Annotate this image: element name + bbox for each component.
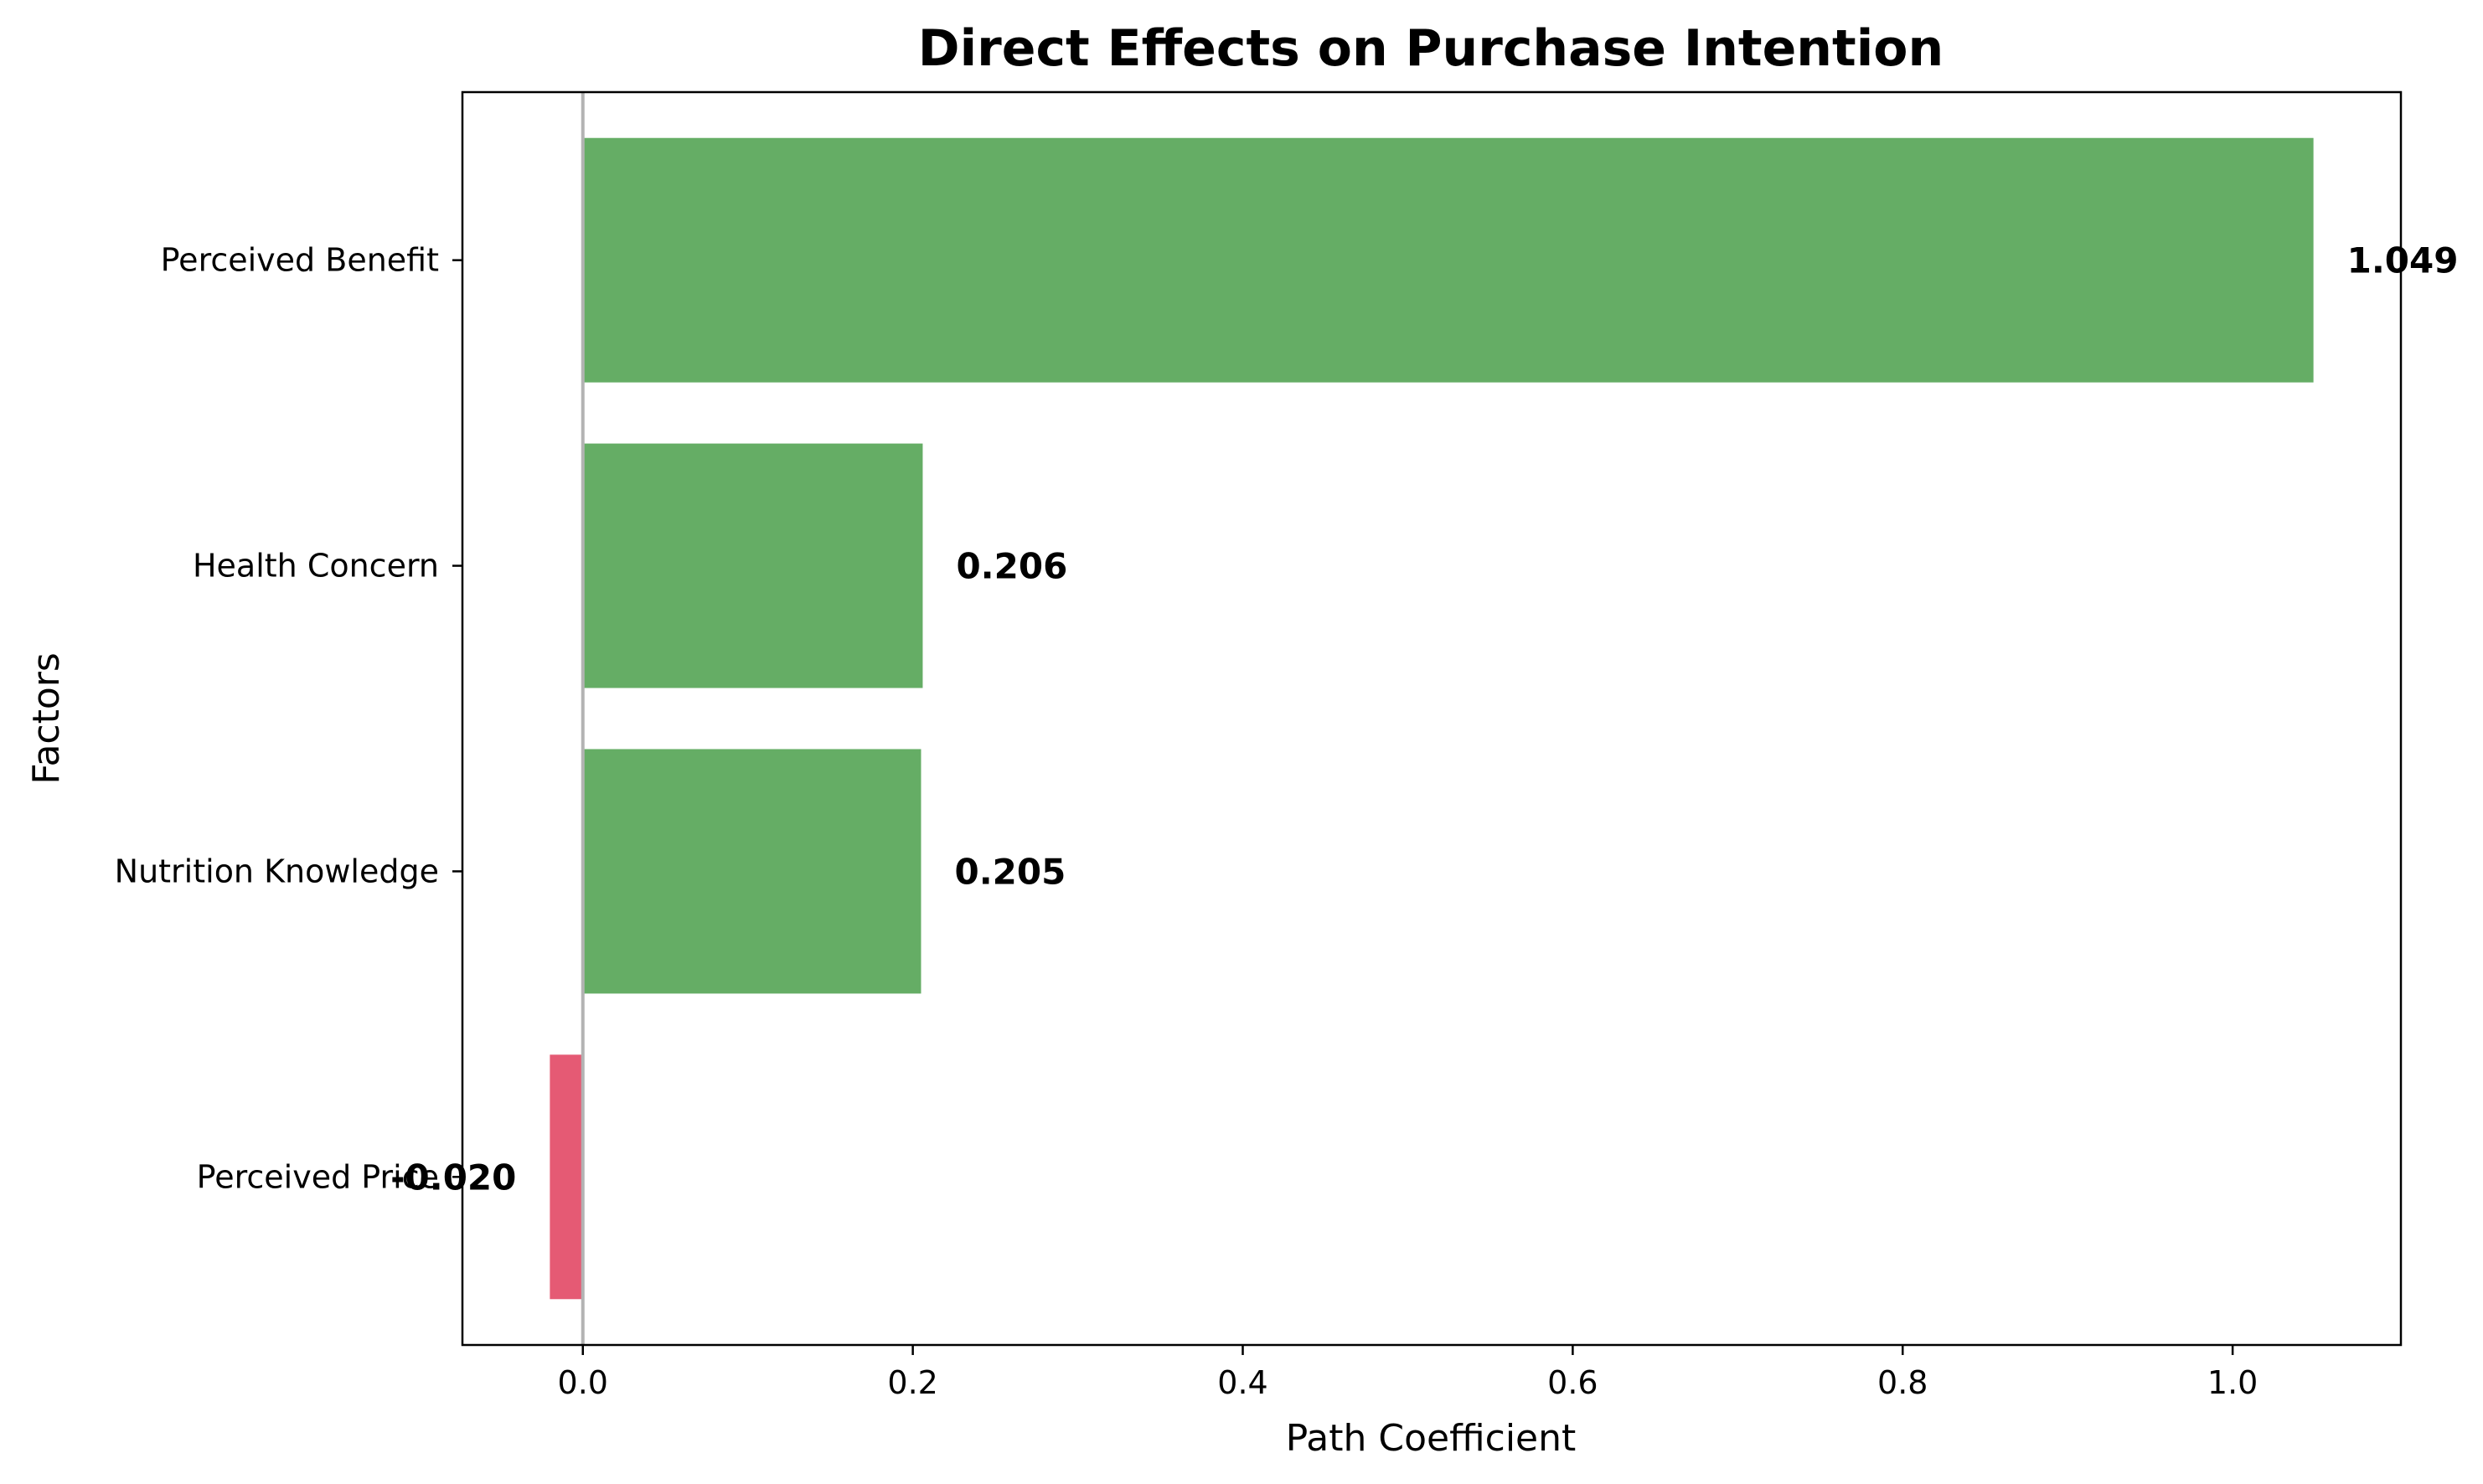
x-tick-label-4: 0.8 bbox=[1877, 1364, 1928, 1401]
value-label-1: 0.206 bbox=[956, 546, 1067, 587]
y-axis-label: Factors bbox=[25, 652, 68, 785]
chart-title: Direct Effects on Purchase Intention bbox=[918, 19, 1944, 78]
x-tick-label-3: 0.6 bbox=[1547, 1364, 1598, 1401]
y-axis-ticks: Perceived Benefit Health Concern Nutrition… bbox=[115, 242, 462, 1195]
data-labels: 1.049 0.206 0.205 -0.020 bbox=[390, 240, 2458, 1198]
bar-1 bbox=[582, 443, 923, 688]
x-tick-label-5: 1.0 bbox=[2207, 1364, 2258, 1401]
x-tick-label-0: 0.0 bbox=[558, 1364, 608, 1401]
x-tick-label-2: 0.4 bbox=[1217, 1364, 1267, 1401]
bar-2 bbox=[582, 749, 921, 994]
bar-3 bbox=[550, 1054, 583, 1300]
x-tick-label-1: 0.2 bbox=[887, 1364, 937, 1401]
y-tick-label-1: Health Concern bbox=[193, 548, 439, 585]
value-label-3: -0.020 bbox=[390, 1157, 516, 1198]
value-label-0: 1.049 bbox=[2347, 240, 2459, 281]
value-label-2: 0.205 bbox=[954, 851, 1066, 892]
x-axis-ticks: 0.0 0.2 0.4 0.6 0.8 1.0 bbox=[558, 1345, 2258, 1401]
bars-layer bbox=[550, 137, 2314, 1300]
y-tick-label-3: Perceived Price bbox=[197, 1158, 439, 1195]
plot-area-frame bbox=[461, 90, 2403, 1347]
y-tick-label-0: Perceived Benefit bbox=[161, 242, 439, 279]
y-tick-label-2: Nutrition Knowledge bbox=[115, 853, 439, 889]
x-axis-label: Path Coefficient bbox=[1286, 1417, 1577, 1460]
bar-0 bbox=[582, 137, 2314, 383]
